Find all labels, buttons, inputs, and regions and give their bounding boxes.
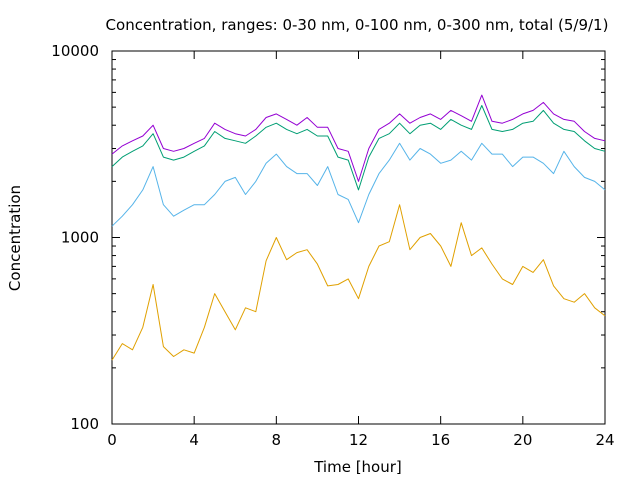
x-tick-label: 0 xyxy=(107,431,117,449)
x-tick-label: 12 xyxy=(349,431,368,449)
y-axis-label: Concentration xyxy=(6,185,24,291)
series-line-2 xyxy=(111,142,606,227)
y-tick-label: 10000 xyxy=(51,42,99,60)
x-tick-label: 20 xyxy=(513,431,532,449)
x-tick-label: 4 xyxy=(189,431,199,449)
x-tick-label: 16 xyxy=(431,431,450,449)
x-axis-label: Time [hour] xyxy=(313,458,402,476)
y-tick-label: 100 xyxy=(70,415,99,433)
x-axis: 0 4 8 12 16 20 24 xyxy=(107,51,615,449)
chart-title: Concentration, ranges: 0-30 nm, 0-100 nm… xyxy=(106,16,609,34)
series-layer xyxy=(111,94,606,361)
series-line-4 xyxy=(111,94,606,182)
x-tick-label: 24 xyxy=(595,431,614,449)
x-tick-label: 8 xyxy=(272,431,282,449)
y-tick-label: 1000 xyxy=(61,229,99,247)
series-line-3 xyxy=(111,105,606,191)
series-line-1 xyxy=(111,204,606,361)
plot-frame xyxy=(111,50,606,425)
y-axis: 100 1000 10000 xyxy=(51,42,605,433)
